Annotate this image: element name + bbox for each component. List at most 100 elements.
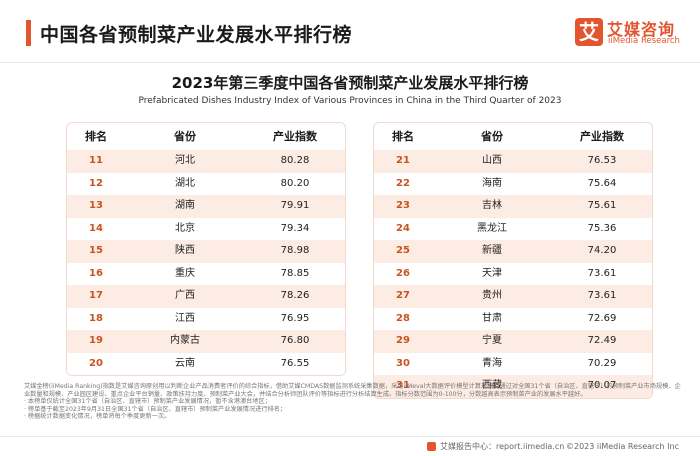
index-cell: 70.07: [587, 380, 617, 391]
header-rank: 排名: [85, 130, 107, 143]
index-cell: 74.20: [587, 245, 617, 256]
table-row: 23 吉林 75.61: [374, 195, 652, 218]
table-row: 20 云南 76.55: [67, 352, 345, 375]
table-row: 22 海南 75.64: [374, 172, 652, 195]
chart-title: 2023年第三季度中国各省预制菜产业发展水平排行榜: [171, 74, 529, 92]
province-cell: 内蒙古: [170, 335, 200, 346]
table-row: 28 甘肃 72.69: [374, 307, 652, 330]
table-body-left: 11 河北 80.28 12 湖北 80.20 13 湖南 79.91 14 北京 79.34 15 陕西…: [67, 150, 345, 375]
table-row: 29 宁夏 72.49: [374, 330, 652, 353]
index-cell: 78.85: [280, 267, 310, 279]
page-header: 中国各省预制菜产业发展水平排行榜 艾 艾媒咨询 iiMedia Research: [0, 0, 700, 63]
province-cell: 新疆: [482, 245, 502, 256]
rank-cell: 23: [396, 200, 410, 211]
province-cell: 江西: [175, 312, 195, 324]
table-row: 25 新疆 74.20: [374, 240, 652, 263]
table-row: 17 广西 78.26: [67, 285, 345, 308]
header-province: 省份: [174, 130, 196, 143]
footer-copyright: ©2023 iiMedia Research Inc: [566, 442, 679, 451]
table-row: 11 河北 80.28: [67, 150, 345, 173]
province-cell: 西藏: [482, 380, 502, 391]
page-footer: 艾媒报告中心：report.iimedia.cn ©2023 iiMedia R…: [0, 436, 700, 456]
rank-cell: 12: [89, 177, 103, 189]
logo-english-name: iiMedia Research: [608, 36, 680, 46]
province-cell: 黑龙江: [477, 222, 507, 234]
logo-chinese-name: 艾媒咨询: [607, 20, 676, 39]
page-title: 中国各省预制菜产业发展水平排行榜: [40, 24, 353, 46]
index-cell: 72.69: [587, 312, 617, 324]
chart-subtitle: Prefabricated Dishes Industry Index of V…: [138, 96, 562, 106]
table-row: 13 湖南 79.91: [67, 195, 345, 218]
rank-cell: 22: [396, 177, 410, 189]
index-cell: 76.95: [280, 312, 310, 324]
report-center-icon: [427, 442, 436, 451]
rank-cell: 14: [89, 222, 103, 234]
table-row: 24 黑龙江 75.36: [374, 217, 652, 240]
table-row: 18 江西 76.95: [67, 307, 345, 330]
index-cell: 80.20: [280, 177, 310, 189]
rank-cell: 13: [89, 200, 103, 211]
province-cell: 陕西: [175, 245, 195, 256]
rank-cell: 20: [89, 357, 103, 369]
province-cell: 重庆: [175, 267, 195, 279]
province-cell: 海南: [482, 177, 502, 189]
rank-cell: 11: [89, 155, 103, 166]
footer-source: 艾媒报告中心：report.iimedia.cn: [440, 442, 565, 451]
province-cell: 山西: [482, 155, 502, 166]
rank-cell: 25: [396, 245, 410, 256]
province-cell: 天津: [482, 267, 502, 279]
province-cell: 吉林: [482, 200, 502, 211]
header-index: 产业指数: [273, 130, 317, 143]
footnote-line: · 榜据统计数据变化情况，榜单将每个季度更新一次。: [24, 413, 171, 421]
index-cell: 76.55: [280, 357, 310, 369]
header-province: 省份: [481, 130, 503, 143]
footnote-line: · 榜单基于截至2023年9月31日全国31个省（自治区、直辖市）预制菜产业发展…: [24, 405, 287, 413]
table-header: 排名 省份 产业指数: [374, 123, 652, 150]
rank-cell: 26: [396, 267, 410, 279]
index-cell: 72.49: [587, 335, 617, 346]
ranking-table-left: 排名 省份 产业指数 11 河北 80.28 12 湖北 80.20 13 湖南 79.91 14…: [66, 122, 346, 376]
rank-cell: 17: [89, 290, 103, 301]
rank-cell: 31: [396, 380, 410, 391]
province-cell: 贵州: [482, 290, 502, 301]
table-row: 16 重庆 78.85: [67, 262, 345, 285]
table-row: 12 湖北 80.20: [67, 172, 345, 195]
index-cell: 80.28: [280, 155, 310, 166]
province-cell: 青海: [482, 357, 502, 369]
province-cell: 云南: [175, 357, 195, 369]
table-row: 21 山西 76.53: [374, 150, 652, 173]
index-cell: 75.61: [587, 200, 617, 211]
rank-cell: 27: [396, 290, 410, 301]
index-cell: 73.61: [587, 290, 617, 301]
rank-cell: 30: [396, 357, 410, 369]
rank-cell: 24: [396, 222, 410, 234]
header-rank: 排名: [392, 130, 414, 143]
province-cell: 宁夏: [482, 335, 502, 346]
index-cell: 78.26: [280, 290, 310, 301]
index-cell: 75.64: [587, 177, 617, 189]
header-index: 产业指数: [580, 130, 624, 143]
province-cell: 河北: [175, 155, 195, 166]
table-header: 排名 省份 产业指数: [67, 123, 345, 150]
table-body-right: 21 山西 76.53 22 海南 75.64 23 吉林 75.61 24 黑龙江 75.36 25 新…: [374, 150, 652, 398]
rank-cell: 16: [89, 267, 103, 279]
rank-cell: 19: [89, 335, 103, 346]
index-cell: 73.61: [587, 267, 617, 279]
table-row: 31 西藏 70.07: [374, 375, 652, 398]
index-cell: 75.36: [587, 222, 617, 234]
province-cell: 湖北: [175, 177, 195, 189]
rank-cell: 15: [89, 245, 103, 256]
rank-cell: 18: [89, 312, 103, 324]
index-cell: 76.80: [280, 335, 310, 346]
table-row: 26 天津 73.61: [374, 262, 652, 285]
table-row: 14 北京 79.34: [67, 217, 345, 240]
province-cell: 湖南: [175, 200, 195, 211]
province-cell: 甘肃: [482, 312, 502, 324]
index-cell: 70.29: [587, 357, 617, 369]
table-row: 27 贵州 73.61: [374, 285, 652, 308]
index-cell: 76.53: [587, 155, 617, 166]
province-cell: 北京: [175, 222, 195, 234]
footnote-line: · 本榜单仅统计全国31个省（自治区、直辖市）预制菜产业发展情况，暂不含港澳台地…: [24, 398, 271, 406]
title-accent-bar: [26, 20, 31, 46]
table-row: 30 青海 70.29: [374, 352, 652, 375]
